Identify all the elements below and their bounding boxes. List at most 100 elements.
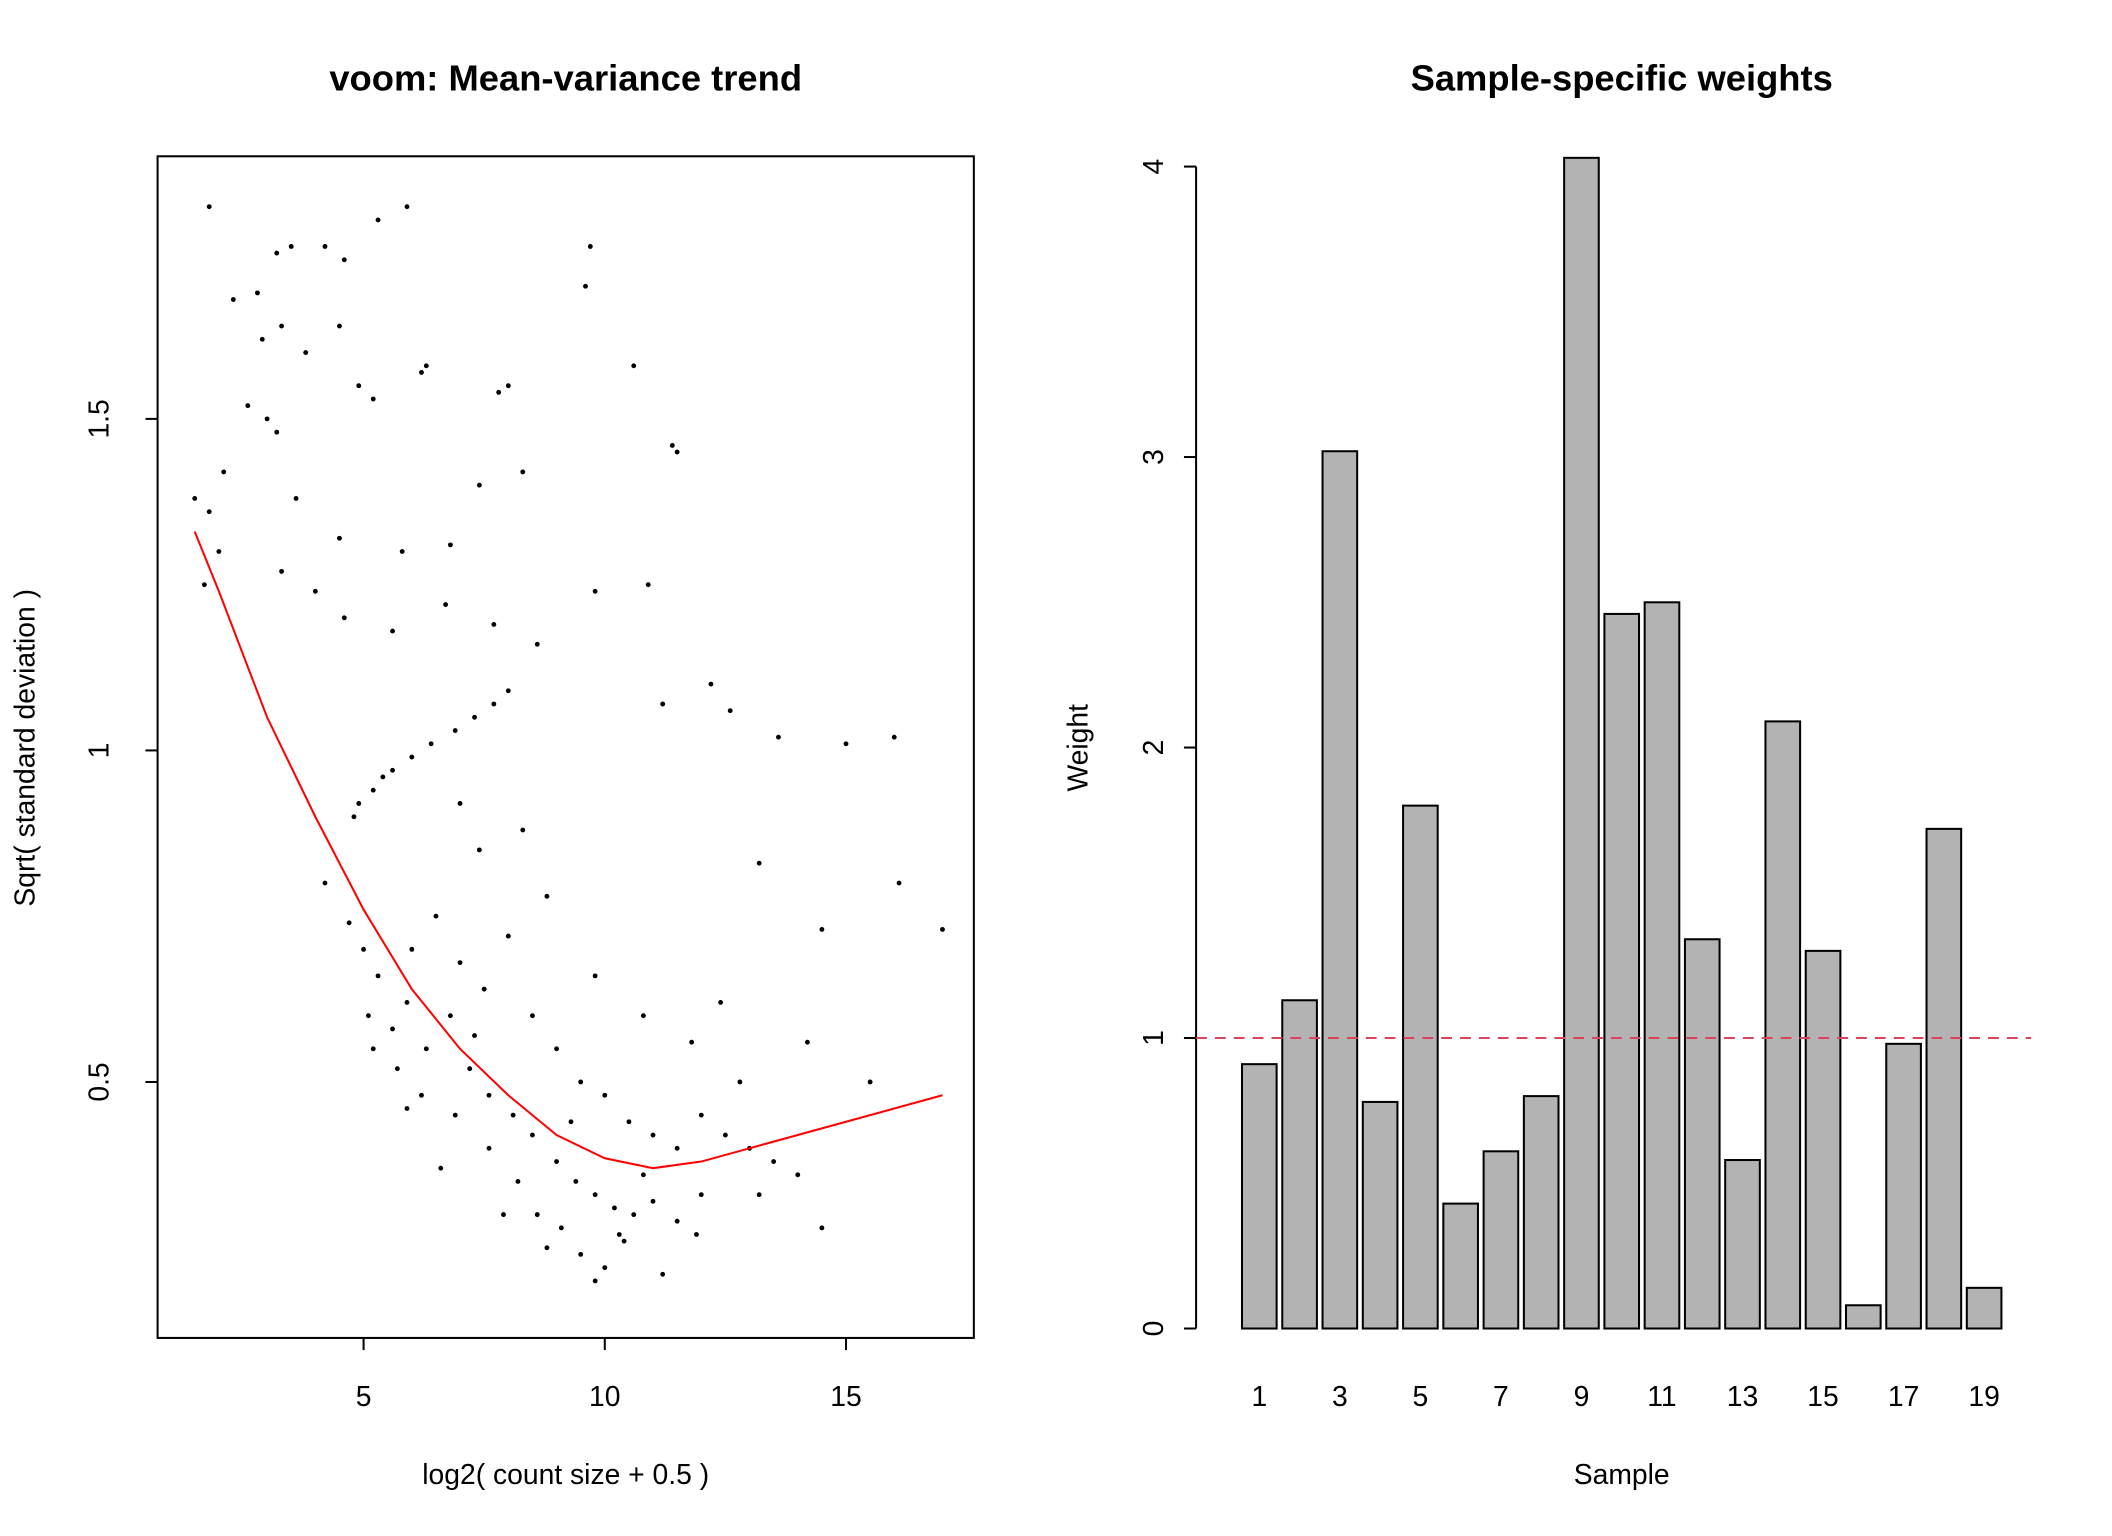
point xyxy=(279,323,284,329)
point xyxy=(592,1278,598,1284)
point xyxy=(192,496,198,501)
point xyxy=(322,244,328,249)
bar xyxy=(1482,1150,1520,1330)
point xyxy=(616,1232,622,1237)
point xyxy=(674,449,680,455)
bar xyxy=(1764,720,1802,1330)
point xyxy=(819,927,825,932)
point xyxy=(206,204,212,210)
point xyxy=(390,767,395,773)
point xyxy=(867,1079,873,1085)
x-tick-label: 15 xyxy=(830,1380,861,1412)
bar xyxy=(1683,938,1721,1330)
point xyxy=(264,416,270,422)
point xyxy=(457,960,463,966)
point xyxy=(534,641,540,647)
point xyxy=(660,1271,666,1277)
point xyxy=(428,741,434,747)
point xyxy=(274,250,280,256)
bar xyxy=(1240,1063,1278,1330)
point xyxy=(631,363,637,369)
y-tick-label: 3 xyxy=(1137,449,1169,465)
point xyxy=(621,1238,627,1244)
bar xyxy=(1522,1095,1560,1330)
point xyxy=(447,542,453,548)
x-tick-label: 3 xyxy=(1332,1380,1348,1412)
point xyxy=(230,297,236,302)
point xyxy=(447,1013,453,1019)
point xyxy=(404,1106,410,1111)
point xyxy=(660,701,666,707)
point xyxy=(602,1265,608,1271)
point xyxy=(486,1145,492,1151)
point xyxy=(356,383,362,389)
point xyxy=(346,920,352,926)
point xyxy=(351,814,357,820)
point xyxy=(293,496,299,501)
point xyxy=(279,568,284,574)
point xyxy=(496,389,502,395)
y-tick-label: 1 xyxy=(1137,1030,1169,1046)
y-tick-label: 4 xyxy=(1137,159,1169,175)
x-tick-label: 17 xyxy=(1888,1380,1919,1412)
point xyxy=(443,602,449,607)
point xyxy=(375,217,381,223)
point xyxy=(452,728,458,733)
bar xyxy=(1281,999,1318,1330)
point xyxy=(583,283,588,289)
point xyxy=(804,1039,810,1045)
bar xyxy=(1643,601,1681,1330)
point xyxy=(592,1192,598,1198)
point xyxy=(674,1145,680,1151)
x-tick-label: 19 xyxy=(1968,1380,1999,1412)
point xyxy=(510,1112,516,1118)
point xyxy=(438,1165,444,1171)
point xyxy=(419,1092,424,1098)
point xyxy=(843,741,849,747)
chart-title: Sample-specific weights xyxy=(1411,57,1833,98)
point xyxy=(515,1179,521,1184)
point xyxy=(491,701,497,707)
point xyxy=(708,681,714,687)
point xyxy=(337,535,342,541)
point xyxy=(423,363,429,369)
point xyxy=(602,1092,608,1098)
point xyxy=(819,1225,825,1231)
point xyxy=(370,787,376,793)
point xyxy=(592,588,598,594)
point xyxy=(587,244,593,249)
point xyxy=(274,429,280,435)
y-axis-label: Sqrt( standard deviation ) xyxy=(8,589,40,907)
point xyxy=(578,1251,584,1257)
point xyxy=(756,1192,762,1198)
point xyxy=(404,999,410,1005)
trend-line xyxy=(193,531,943,1170)
point xyxy=(771,1159,777,1164)
y-tick-label: 0 xyxy=(1137,1321,1169,1337)
bar xyxy=(1361,1100,1399,1330)
point xyxy=(698,1192,704,1198)
point xyxy=(645,582,651,588)
point xyxy=(361,946,367,952)
point xyxy=(312,588,318,594)
point xyxy=(409,754,415,760)
point xyxy=(370,396,376,402)
point xyxy=(698,1112,704,1118)
y-tick-label: 1.5 xyxy=(82,399,114,438)
point xyxy=(394,1066,400,1072)
point xyxy=(689,1039,695,1045)
point xyxy=(337,323,342,329)
x-tick-label: 11 xyxy=(1647,1380,1676,1412)
bar xyxy=(1844,1304,1882,1330)
point xyxy=(592,973,598,979)
point xyxy=(505,933,511,939)
point xyxy=(245,403,251,409)
bar xyxy=(1603,612,1641,1330)
point xyxy=(476,847,482,853)
point xyxy=(255,290,260,296)
point xyxy=(501,1212,506,1218)
bar xyxy=(1563,156,1600,1330)
point xyxy=(756,860,762,866)
point xyxy=(370,1046,376,1052)
